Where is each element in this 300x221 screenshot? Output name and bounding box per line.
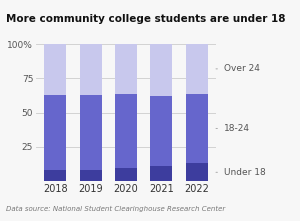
Bar bbox=[80, 170, 102, 181]
Bar bbox=[115, 93, 137, 168]
Bar bbox=[150, 96, 172, 166]
Bar bbox=[80, 95, 102, 170]
Bar bbox=[80, 44, 102, 95]
Text: Over 24: Over 24 bbox=[224, 64, 260, 73]
Bar bbox=[44, 95, 66, 170]
Bar bbox=[150, 166, 172, 181]
Bar bbox=[186, 163, 208, 181]
Bar bbox=[115, 44, 137, 93]
Text: More community college students are under 18: More community college students are unde… bbox=[6, 14, 286, 24]
Bar bbox=[44, 170, 66, 181]
Text: Under 18: Under 18 bbox=[224, 168, 266, 177]
Bar bbox=[115, 168, 137, 181]
Bar bbox=[186, 44, 208, 93]
Bar bbox=[44, 44, 66, 95]
Text: Data source: National Student Clearinghouse Research Center: Data source: National Student Clearingho… bbox=[6, 206, 225, 212]
Bar bbox=[150, 44, 172, 96]
Bar bbox=[186, 93, 208, 163]
Text: 18-24: 18-24 bbox=[224, 124, 250, 133]
